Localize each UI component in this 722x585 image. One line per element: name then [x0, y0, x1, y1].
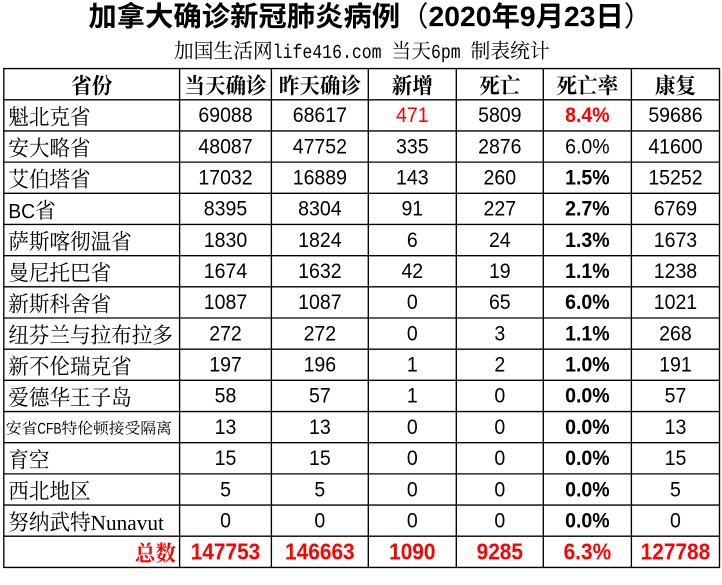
svg-text:0: 0 [314, 509, 325, 533]
svg-text:1.5%: 1.5% [565, 166, 609, 190]
svg-text:0: 0 [670, 509, 681, 533]
svg-text:0: 0 [407, 477, 418, 501]
svg-text:6.3%: 6.3% [564, 539, 612, 565]
svg-text:5809: 5809 [478, 103, 521, 127]
svg-text:1021: 1021 [654, 290, 697, 314]
svg-text:19: 19 [489, 259, 511, 283]
svg-text:8304: 8304 [298, 197, 341, 221]
svg-text:47752: 47752 [293, 134, 347, 158]
svg-text:0: 0 [494, 446, 505, 470]
svg-text:6: 6 [407, 228, 418, 252]
svg-text:127788: 127788 [641, 539, 711, 565]
svg-text:6.0%: 6.0% [565, 134, 609, 158]
svg-text:0: 0 [407, 509, 418, 533]
svg-text:57: 57 [309, 384, 331, 408]
svg-text:0.0%: 0.0% [565, 446, 609, 470]
svg-text:1238: 1238 [654, 259, 697, 283]
svg-text:13: 13 [665, 415, 687, 439]
svg-text:260: 260 [484, 166, 517, 190]
svg-text:272: 272 [304, 321, 337, 345]
svg-text:1674: 1674 [204, 259, 247, 283]
svg-text:1830: 1830 [204, 228, 247, 252]
svg-text:1673: 1673 [654, 228, 697, 252]
svg-text:1.1%: 1.1% [565, 259, 609, 283]
svg-text:2.7%: 2.7% [565, 197, 609, 221]
svg-text:5: 5 [670, 477, 681, 501]
svg-text:13: 13 [215, 415, 237, 439]
svg-text:143: 143 [396, 166, 429, 190]
svg-text:15252: 15252 [648, 166, 702, 190]
svg-text:0: 0 [407, 321, 418, 345]
svg-text:5: 5 [314, 477, 325, 501]
svg-text:0: 0 [494, 509, 505, 533]
svg-text:1087: 1087 [298, 290, 341, 314]
svg-text:227: 227 [484, 197, 517, 221]
svg-text:0: 0 [407, 290, 418, 314]
svg-text:16889: 16889 [293, 166, 347, 190]
svg-text:1: 1 [407, 384, 418, 408]
svg-text:13: 13 [309, 415, 331, 439]
svg-text:48087: 48087 [198, 134, 252, 158]
svg-text:0: 0 [494, 415, 505, 439]
svg-text:2: 2 [494, 353, 505, 377]
svg-text:0.0%: 0.0% [565, 477, 609, 501]
svg-text:1632: 1632 [298, 259, 341, 283]
svg-text:0: 0 [494, 477, 505, 501]
svg-text:3: 3 [494, 321, 505, 345]
svg-text:0: 0 [494, 384, 505, 408]
svg-text:0: 0 [407, 446, 418, 470]
svg-text:15: 15 [309, 446, 331, 470]
svg-text:197: 197 [209, 353, 242, 377]
svg-text:8.4%: 8.4% [565, 103, 609, 127]
svg-text:15: 15 [215, 446, 237, 470]
svg-text:272: 272 [209, 321, 242, 345]
svg-text:24: 24 [489, 228, 511, 252]
svg-text:65: 65 [489, 290, 511, 314]
svg-text:335: 335 [396, 134, 429, 158]
svg-text:268: 268 [659, 321, 692, 345]
svg-text:15: 15 [665, 446, 687, 470]
svg-text:1: 1 [407, 353, 418, 377]
svg-text:17032: 17032 [198, 166, 252, 190]
svg-text:0: 0 [220, 509, 231, 533]
svg-text:91: 91 [401, 197, 423, 221]
svg-text:41600: 41600 [648, 134, 702, 158]
svg-text:6769: 6769 [654, 197, 697, 221]
svg-text:42: 42 [401, 259, 423, 283]
svg-text:68617: 68617 [293, 103, 347, 127]
svg-text:1.0%: 1.0% [565, 353, 609, 377]
svg-text:8395: 8395 [204, 197, 247, 221]
svg-text:58: 58 [215, 384, 237, 408]
svg-text:471: 471 [396, 103, 429, 127]
svg-text:1824: 1824 [298, 228, 341, 252]
svg-text:196: 196 [304, 353, 337, 377]
svg-text:69088: 69088 [198, 103, 252, 127]
svg-text:6.0%: 6.0% [565, 290, 609, 314]
svg-text:0.0%: 0.0% [565, 384, 609, 408]
svg-text:5: 5 [220, 477, 231, 501]
svg-text:2876: 2876 [478, 134, 521, 158]
svg-text:0.0%: 0.0% [565, 415, 609, 439]
svg-text:1087: 1087 [204, 290, 247, 314]
svg-text:57: 57 [665, 384, 687, 408]
svg-text:1.3%: 1.3% [565, 228, 609, 252]
svg-text:59686: 59686 [648, 103, 702, 127]
svg-text:147753: 147753 [191, 539, 261, 565]
svg-text:191: 191 [659, 353, 692, 377]
svg-text:9285: 9285 [477, 539, 523, 565]
svg-text:0.0%: 0.0% [565, 509, 609, 533]
svg-text:0: 0 [407, 415, 418, 439]
svg-text:1.1%: 1.1% [565, 321, 609, 345]
svg-text:146663: 146663 [285, 539, 355, 565]
svg-text:1090: 1090 [389, 539, 435, 565]
